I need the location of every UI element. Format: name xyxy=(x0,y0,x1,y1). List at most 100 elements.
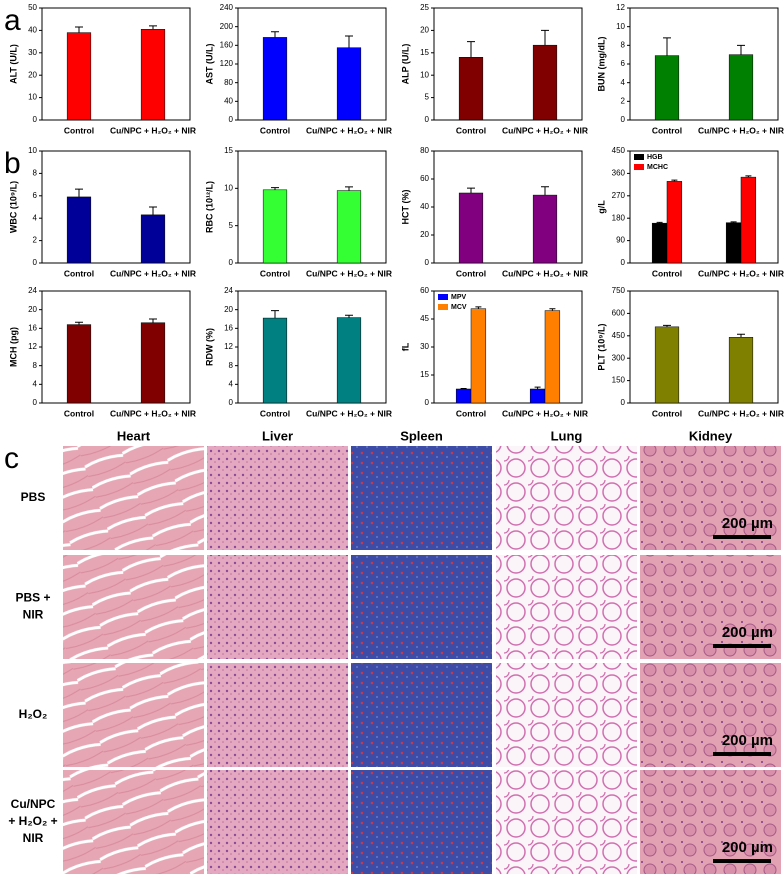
error-bar xyxy=(534,386,541,389)
x-tick-label: Control xyxy=(260,408,290,418)
error-bar xyxy=(345,314,353,318)
plot-frame xyxy=(237,150,387,264)
error-bar xyxy=(149,318,157,323)
column-header: Liver xyxy=(262,428,293,443)
error-bar xyxy=(75,188,83,197)
y-tick-label: 60 xyxy=(420,174,429,183)
y-tick-label: 8 xyxy=(33,169,38,178)
y-tick-label: 6 xyxy=(621,59,626,68)
y-tick-label: 30 xyxy=(28,48,37,57)
bar xyxy=(66,324,92,404)
y-tick-label: 6 xyxy=(33,191,38,200)
y-tick-label: 0 xyxy=(33,398,38,407)
tissue-image xyxy=(351,663,492,767)
scale-bar-label: 200 µm xyxy=(722,839,773,856)
error-bar xyxy=(549,308,556,311)
x-tick-label: Cu/NPC + H₂O₂ + NIR xyxy=(698,125,784,135)
y-tick-label: 5 xyxy=(425,93,430,102)
row-label: NIR xyxy=(23,608,44,622)
x-tick-label: Control xyxy=(260,268,290,278)
y-axis-label: g/L xyxy=(596,200,606,214)
plot-frame xyxy=(629,290,779,404)
y-tick-label: 0 xyxy=(33,115,38,124)
tissue-image xyxy=(207,446,348,550)
y-tick-label: 50 xyxy=(28,3,37,12)
bar xyxy=(140,29,166,121)
tissue-image xyxy=(351,446,492,550)
x-tick-label: Cu/NPC + H₂O₂ + NIR xyxy=(502,125,588,135)
scale-bar-label: 200 µm xyxy=(722,515,773,532)
tissue-image xyxy=(351,770,492,874)
bar xyxy=(66,196,92,264)
legend-swatch xyxy=(634,154,644,160)
error-bar xyxy=(345,186,353,191)
y-tick-label: 600 xyxy=(612,309,626,318)
error-bar xyxy=(737,333,745,338)
x-tick-label: Cu/NPC + H₂O₂ + NIR xyxy=(698,268,784,278)
y-tick-label: 80 xyxy=(420,146,429,155)
y-tick-label: 40 xyxy=(224,96,233,105)
y-axis-label: fL xyxy=(400,342,410,351)
y-tick-label: 80 xyxy=(224,78,233,87)
y-tick-label: 450 xyxy=(612,331,626,340)
bar xyxy=(262,317,288,404)
y-tick-label: 4 xyxy=(621,78,626,87)
bar xyxy=(532,44,558,121)
bar xyxy=(725,222,742,264)
bar xyxy=(66,32,92,121)
x-tick-label: Control xyxy=(456,125,486,135)
y-tick-label: 16 xyxy=(224,323,233,332)
scale-bar-label: 200 µm xyxy=(722,732,773,749)
error-bar xyxy=(271,31,279,38)
error-bar xyxy=(345,35,353,48)
tissue-image xyxy=(496,663,637,767)
y-axis-label: WBC (10⁹/L) xyxy=(8,181,18,233)
scale-bar xyxy=(713,535,771,539)
bar xyxy=(455,388,472,404)
bar xyxy=(728,337,754,404)
bar xyxy=(336,190,362,264)
y-axis-label: HCT (%) xyxy=(400,190,410,225)
y-tick-label: 0 xyxy=(621,258,626,267)
y-tick-label: 60 xyxy=(420,286,429,295)
row-label: + H₂O₂ + xyxy=(8,814,57,828)
bar xyxy=(740,176,757,264)
legend-swatch xyxy=(438,294,448,300)
bar xyxy=(458,192,484,264)
error-bar xyxy=(467,41,475,58)
bar xyxy=(262,37,288,121)
y-tick-label: 20 xyxy=(28,305,37,314)
error-bar xyxy=(663,37,671,56)
tissue-image xyxy=(63,555,204,659)
error-bar xyxy=(75,26,83,33)
plot-frame xyxy=(41,150,191,264)
error-bar xyxy=(737,44,745,55)
error-bar xyxy=(271,187,279,190)
tissue-image xyxy=(351,555,492,659)
y-tick-label: 360 xyxy=(612,169,626,178)
y-tick-label: 20 xyxy=(420,230,429,239)
x-tick-label: Control xyxy=(652,268,682,278)
error-bar xyxy=(149,206,157,215)
bar xyxy=(654,55,680,121)
error-bar xyxy=(149,25,157,30)
x-tick-label: Cu/NPC + H₂O₂ + NIR xyxy=(306,125,392,135)
y-tick-label: 10 xyxy=(28,146,37,155)
x-tick-label: Control xyxy=(64,125,94,135)
y-tick-label: 4 xyxy=(33,213,38,222)
column-header: Spleen xyxy=(400,428,443,443)
y-tick-label: 0 xyxy=(425,115,430,124)
y-tick-label: 10 xyxy=(420,70,429,79)
error-bar xyxy=(656,221,663,224)
error-bar xyxy=(75,321,83,325)
y-tick-label: 0 xyxy=(621,398,626,407)
column-header: Heart xyxy=(117,428,151,443)
legend-label: MPV xyxy=(451,294,467,301)
x-tick-label: Control xyxy=(652,125,682,135)
error-bar xyxy=(730,221,737,223)
x-tick-label: Control xyxy=(64,408,94,418)
tissue-image xyxy=(640,770,781,874)
row-label: H₂O₂ xyxy=(19,707,48,721)
y-tick-label: 10 xyxy=(224,183,233,192)
